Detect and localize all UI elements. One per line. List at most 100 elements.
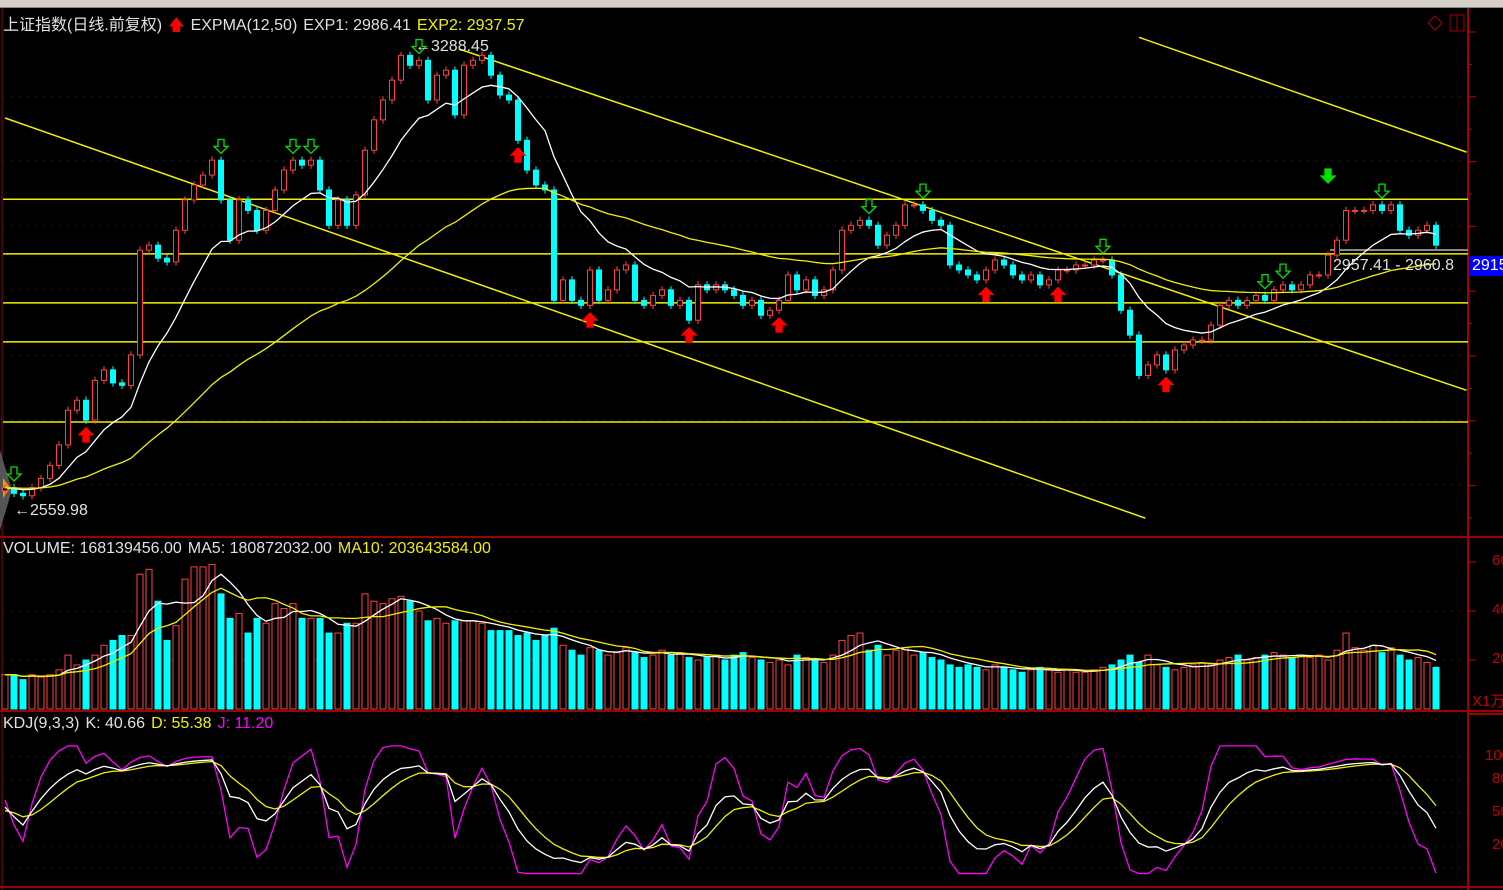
volume-bar (1270, 652, 1278, 710)
volume-bar (1180, 666, 1188, 710)
candle (173, 226, 179, 266)
volume-bar (766, 661, 774, 710)
candle-body (443, 69, 449, 76)
candle-body (101, 369, 107, 381)
candle (785, 271, 791, 305)
candle-body (1253, 294, 1259, 301)
volume-bar (1126, 654, 1134, 710)
volume-bar (28, 674, 36, 710)
candle (1163, 351, 1169, 374)
volume-bar (1378, 652, 1386, 710)
volume-bar (1162, 666, 1170, 710)
volume-bar (937, 659, 945, 710)
volume-bar (199, 566, 207, 710)
candle (326, 186, 332, 230)
candle (1181, 341, 1187, 354)
candle (920, 201, 926, 215)
volume-bar (946, 664, 954, 710)
volume-bar (550, 627, 558, 710)
volume-bar (361, 593, 369, 710)
candle (695, 281, 701, 324)
candle (569, 276, 575, 305)
candle (434, 71, 440, 104)
volume-bar (1360, 649, 1368, 710)
volume-bar (559, 644, 567, 710)
low-price-value: 2559.98 (30, 502, 88, 519)
candle (515, 96, 521, 145)
candle-body (758, 299, 764, 316)
sell-signal-arrow-icon (860, 198, 878, 215)
volume-bar (1063, 669, 1071, 710)
volume-bar (118, 635, 126, 710)
low-price-label: ←2559.98 (14, 502, 88, 519)
candle (1289, 281, 1295, 294)
volume-bar (91, 654, 99, 710)
candle-body (983, 269, 989, 281)
candle (389, 76, 395, 104)
candle-body (1037, 274, 1043, 286)
candle (11, 483, 17, 498)
volume-bar (478, 622, 486, 710)
candle-body (191, 184, 197, 201)
right-axis: 2915 60 40 20 X1万 100 80 50 20 (1470, 0, 1503, 890)
volume-bar (820, 661, 828, 710)
candle (263, 206, 269, 234)
candle-body (128, 354, 134, 386)
candle (74, 396, 80, 414)
candle-body (56, 444, 62, 466)
volume-bar (46, 674, 54, 710)
volume-bar (568, 649, 576, 710)
volume-bar (1306, 657, 1314, 710)
candle (893, 221, 899, 239)
exp1-value: EXP1: 2986.41 (303, 17, 411, 34)
volume-bar (829, 654, 837, 710)
candle (1010, 261, 1016, 279)
buy-signal-arrow-icon (770, 317, 788, 333)
candle-body (299, 159, 305, 166)
sell-signal-arrow-icon (212, 138, 230, 155)
candle (758, 296, 764, 319)
buy-signal-arrow-icon (509, 147, 527, 163)
candle (1343, 206, 1349, 244)
volume-value: VOLUME: 168139456.00 (3, 540, 182, 557)
candle-body (1136, 334, 1142, 376)
volume-bar (649, 654, 657, 710)
candle (407, 51, 413, 69)
volume-bar (1018, 671, 1026, 710)
candle (1199, 336, 1205, 344)
volume-bar (901, 647, 909, 710)
sell-signal-arrow-icon (1256, 274, 1274, 290)
candle (1388, 201, 1394, 215)
volume-bar (1171, 669, 1179, 710)
volume-bar (253, 617, 261, 710)
volume-bar (910, 654, 918, 710)
candle-body (1163, 354, 1169, 371)
candle-body (1127, 309, 1133, 336)
exp2-line (4, 187, 1437, 489)
candle (1073, 261, 1079, 274)
volume-bar (793, 654, 801, 710)
candle (83, 396, 89, 424)
candle-body (1172, 349, 1178, 371)
candle (1001, 256, 1007, 269)
volume-tick: 20 (1492, 650, 1503, 667)
candle (857, 216, 863, 230)
volume-bar (631, 652, 639, 710)
volume-bar (1315, 654, 1323, 710)
candle-body (668, 289, 674, 306)
candle (677, 296, 683, 310)
volume-bar (244, 632, 252, 710)
candle (200, 171, 206, 189)
candle-body (425, 59, 431, 101)
candle-body (677, 299, 683, 306)
volume-bar (973, 666, 981, 710)
candle (191, 181, 197, 204)
candle-body (974, 274, 980, 281)
exp1-line (4, 84, 1437, 491)
volume-bar (514, 635, 522, 710)
candle-body (146, 244, 152, 251)
candle (443, 66, 449, 79)
candle (884, 231, 890, 249)
candle-body (1361, 209, 1367, 212)
